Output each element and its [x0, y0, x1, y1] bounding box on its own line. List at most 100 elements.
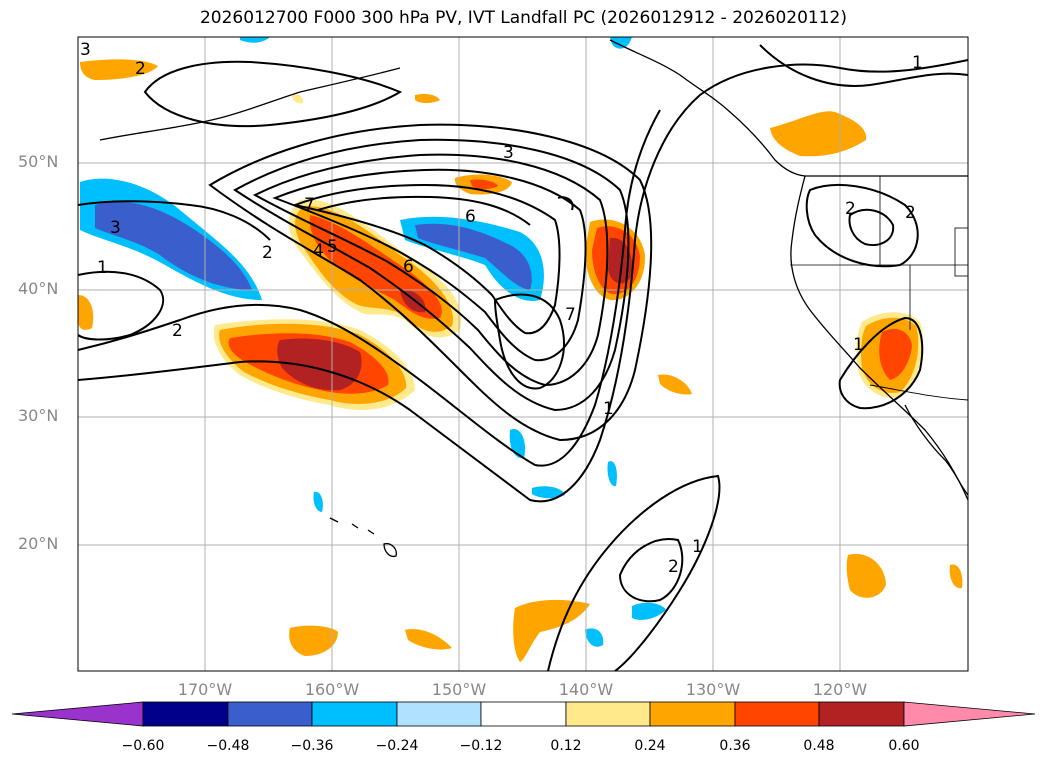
map-title: 2026012700 F000 300 hPa PV, IVT Landfall…: [199, 8, 847, 28]
colorbar-tick: 0.12: [550, 738, 582, 754]
blue-anomaly-small-3: [607, 461, 617, 487]
us-mexico-border: [869, 384, 969, 401]
map-frame: [77, 36, 969, 672]
contour-west-2: [77, 270, 165, 341]
colorbar-tick: −0.60: [121, 738, 165, 754]
colorbar-swatch: [142, 701, 229, 727]
darkred-anomaly-east: [608, 237, 633, 284]
contour-small-c: [557, 196, 574, 211]
orange-anomaly-s3: [405, 629, 452, 650]
colorbar-extend-right: [903, 701, 1036, 727]
lat-label: 30°N: [18, 406, 59, 425]
lon-label: 150°W: [431, 680, 487, 699]
colorbar-swatch: [565, 701, 651, 727]
contour-label: 1: [97, 258, 108, 278]
blue-anomaly-small-2: [532, 486, 565, 499]
contour-label: 3: [110, 218, 121, 238]
colorbar-swatch: [396, 701, 482, 727]
lon-label: 160°W: [304, 680, 360, 699]
contour-label: 4: [313, 241, 324, 261]
red-anomaly-california: [879, 328, 912, 380]
contour-inner-f: [317, 195, 531, 226]
lon-label: 170°W: [177, 680, 233, 699]
blue-anomaly-small-6: [313, 491, 323, 512]
lat-label: 50°N: [18, 152, 59, 171]
contour-label: 1: [603, 399, 614, 419]
contour-ne-loop: [805, 184, 919, 268]
contour-label: 3: [80, 40, 91, 60]
contour-label: 1: [853, 335, 864, 355]
colorbar-swatch: [311, 701, 398, 727]
contour-label: 7: [304, 195, 315, 215]
contour-label: 6: [465, 207, 476, 227]
contour-label: 2: [905, 203, 916, 223]
contour-label: 2: [845, 199, 856, 219]
contour-inner-c: [252, 153, 609, 387]
contour-ne-inner: [848, 208, 895, 246]
contour-inner-b: [233, 138, 630, 412]
contour-inner-a: [208, 123, 653, 442]
colorbar-tick: 0.36: [719, 738, 751, 754]
orange-anomaly-s5: [949, 564, 963, 589]
contour-label: 7: [565, 305, 576, 325]
orange-anomaly-s6: [658, 374, 692, 395]
contour-south-2: [618, 538, 684, 603]
orange-anomaly-nw: [80, 59, 158, 80]
contour-inner-d: [272, 168, 587, 362]
contour-label: 1: [692, 537, 703, 557]
lon-label: 140°W: [558, 680, 614, 699]
darkred-anomaly-central: [400, 289, 426, 313]
orange-anomaly-s4: [846, 553, 886, 598]
contour-inner-e: [291, 183, 561, 335]
coastlines: [99, 39, 969, 558]
contour-label: 2: [172, 321, 183, 341]
blue-anomaly-top-2: [610, 37, 632, 49]
contour-labels: 3 2 3 2 2 3 4 5 6 6 7 7 1 1 2 2 1 1 2 1: [80, 40, 923, 577]
contour-label: 5: [327, 237, 338, 257]
aleutian-islands: [99, 67, 401, 141]
orange-anomaly-s8: [292, 94, 304, 104]
orange-anomaly-s1: [513, 599, 590, 662]
darkred-anomaly-south: [277, 338, 362, 391]
colorbar-tick: −0.48: [206, 738, 250, 754]
colorbar-tick: −0.24: [375, 738, 419, 754]
colorbar-tick: −0.12: [459, 738, 503, 754]
orange-anomaly-s2: [289, 625, 338, 656]
colorbar-tick: 0.60: [888, 738, 920, 754]
red-anomaly-north: [470, 179, 498, 189]
contour-nw-loop: [143, 60, 403, 128]
orange-anomaly-s7: [415, 93, 440, 103]
contour-label: 2: [135, 59, 146, 79]
colorbar-swatch: [227, 701, 313, 727]
lat-label: 40°N: [18, 279, 59, 298]
contour-label: 2: [668, 557, 679, 577]
colorbar-swatch: [818, 701, 905, 727]
colorbar-swatch: [649, 701, 736, 727]
blue-anomaly-top: [240, 37, 270, 43]
colorbar-tick: 0.24: [634, 738, 666, 754]
colorbar-tick: −0.36: [290, 738, 334, 754]
blue-anomaly-west-core: [95, 201, 252, 290]
lat-label: 20°N: [18, 534, 59, 553]
blue-anomaly-central-core: [415, 223, 532, 290]
contour-1-outer: [77, 59, 969, 503]
alaska-coast: [609, 39, 806, 177]
colorbar-extend-left: [11, 701, 144, 727]
colorbar-swatch: [480, 701, 567, 727]
orange-anomaly-ne: [770, 111, 867, 157]
baja-peninsula: [904, 404, 969, 496]
contour-label: 2: [262, 243, 273, 263]
colorbar-swatch: [734, 701, 820, 727]
contour-3: [77, 200, 271, 241]
ivt-contours: [77, 44, 969, 672]
blue-anomaly-small-4: [632, 602, 666, 620]
contour-label: 1: [912, 53, 923, 73]
colorbar-tick: 0.48: [803, 738, 835, 754]
contour-label: 6: [403, 257, 414, 277]
blue-anomaly-small-5: [585, 628, 604, 647]
north-america-coast: [790, 175, 969, 501]
contour-label: 3: [503, 143, 514, 163]
contour-south-1: [547, 474, 721, 672]
contour-2: [77, 109, 661, 467]
